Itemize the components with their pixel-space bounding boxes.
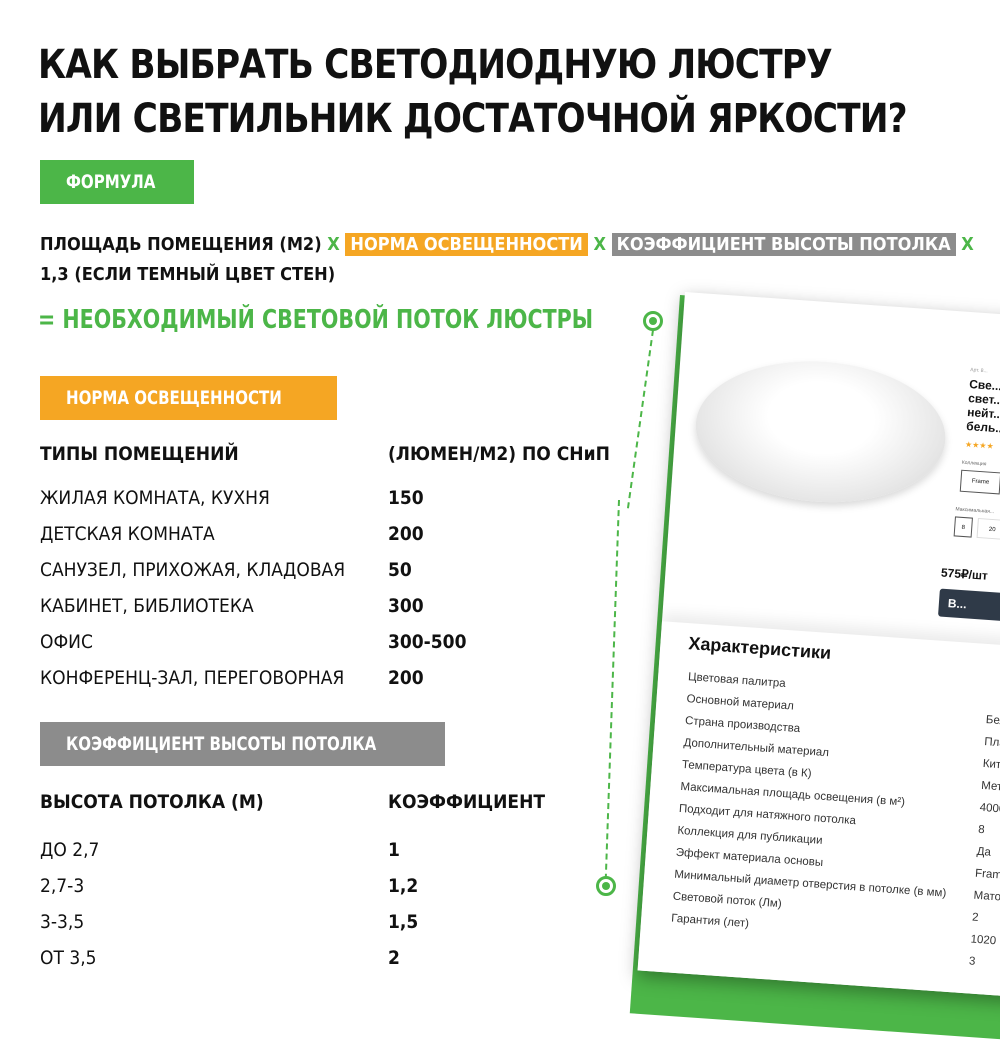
option-8[interactable]: 8 bbox=[953, 516, 973, 538]
product-card-screenshot: Арт. 8... Све... свет... нейт... бель...… bbox=[637, 292, 1000, 1000]
characteristics-section: Характеристики Цветовая палитра Белый Осно… bbox=[637, 621, 1000, 1000]
spec-value: Пластик bbox=[983, 735, 1000, 752]
row-label: ДО 2,7 bbox=[40, 839, 100, 861]
connector-line bbox=[626, 329, 654, 509]
page-title: КАК ВЫБРАТЬ СВЕТОДИОДНУЮ ЛЮСТРУ ИЛИ СВЕТИ… bbox=[38, 42, 908, 142]
option-20[interactable]: 20 bbox=[976, 517, 1000, 541]
spec-label: Цветовая палитра bbox=[687, 671, 786, 690]
spec-label: Коллекция для публикации bbox=[676, 824, 823, 847]
spec-value: 1020 bbox=[970, 933, 997, 948]
spec-value: Frame bbox=[974, 867, 1000, 882]
connector-dot-top bbox=[643, 311, 663, 331]
buy-button-label: В... bbox=[947, 596, 968, 612]
norm-tag: НОРМА ОСВЕЩЕННОСТИ bbox=[40, 376, 338, 420]
row-value: 1,2 bbox=[388, 875, 419, 897]
row-label: 3-3,5 bbox=[40, 911, 85, 933]
spec-value: 8 bbox=[977, 823, 986, 837]
row-label: 2,7-3 bbox=[40, 875, 85, 897]
coef-tag: КОЭФФИЦИЕНТ ВЫСОТЫ ПОТОЛКА bbox=[40, 722, 445, 766]
spec-value: Да bbox=[976, 845, 992, 859]
spec-value: Белый bbox=[985, 714, 1000, 729]
row-value: 1 bbox=[388, 839, 400, 861]
row-value: 200 bbox=[388, 667, 424, 689]
lamp-image bbox=[691, 353, 951, 511]
row-label: ДЕТСКАЯ КОМНАТА bbox=[40, 523, 215, 545]
spec-label: Основной материал bbox=[686, 693, 795, 713]
collection-option[interactable]: Frame bbox=[959, 469, 1000, 495]
row-value: 200 bbox=[388, 523, 424, 545]
spec-value: 2 bbox=[971, 911, 979, 924]
connector-dot-bottom bbox=[596, 876, 616, 896]
spec-value: 3 bbox=[968, 955, 976, 968]
product-title: Све... свет... нейт... бель... bbox=[965, 377, 1000, 436]
row-value: 300 bbox=[388, 595, 424, 617]
row-value: 300-500 bbox=[388, 631, 467, 653]
spec-value: Металл bbox=[980, 779, 1000, 795]
row-value: 150 bbox=[388, 487, 424, 509]
spec-value: 4000 bbox=[979, 801, 1000, 816]
row-label: ОТ 3,5 bbox=[40, 947, 97, 969]
spec-label: Дополнительный материал bbox=[683, 737, 830, 760]
formula-result: = НЕОБХОДИМЫЙ СВЕТОВОЙ ПОТОК ЛЮСТРЫ bbox=[38, 305, 594, 335]
row-label: ОФИС bbox=[40, 631, 93, 653]
price: 575₽/шт bbox=[940, 565, 989, 583]
formula-tag: ФОРМУЛА bbox=[40, 160, 194, 204]
row-label: КОНФЕРЕНЦ-ЗАЛ, ПЕРЕГОВОРНАЯ bbox=[40, 667, 345, 689]
spec-label: Световой поток (Лм) bbox=[672, 890, 783, 911]
spec-label: Температура цвета (в К) bbox=[681, 758, 812, 780]
spec-value: Китай bbox=[982, 757, 1000, 773]
row-label: САНУЗЕЛ, ПРИХОЖАЯ, КЛАДОВАЯ bbox=[40, 559, 346, 581]
row-value: 1,5 bbox=[388, 911, 419, 933]
buy-button[interactable]: В... bbox=[937, 588, 1000, 624]
spec-label: Страна производства bbox=[684, 715, 801, 736]
spec-label: Эффект материала основы bbox=[675, 846, 824, 870]
spec-value: Матовый bbox=[973, 889, 1000, 905]
formula-text: ПЛОЩАДЬ ПОМЕЩЕНИЯ (М2) X НОРМА ОСВЕЩЕННО… bbox=[40, 233, 974, 285]
row-value: 2 bbox=[388, 947, 400, 969]
connector-line-2 bbox=[604, 499, 620, 880]
spec-label: Подходит для натяжного потолка bbox=[678, 802, 857, 828]
row-label: КАБИНЕТ, БИБЛИОТЕКА bbox=[40, 595, 254, 617]
row-label: ЖИЛАЯ КОМНАТА, КУХНЯ bbox=[40, 487, 270, 509]
row-value: 50 bbox=[388, 559, 412, 581]
rating-stars: ★★★★ bbox=[964, 439, 994, 451]
spec-label: Гарантия (лет) bbox=[670, 912, 750, 930]
